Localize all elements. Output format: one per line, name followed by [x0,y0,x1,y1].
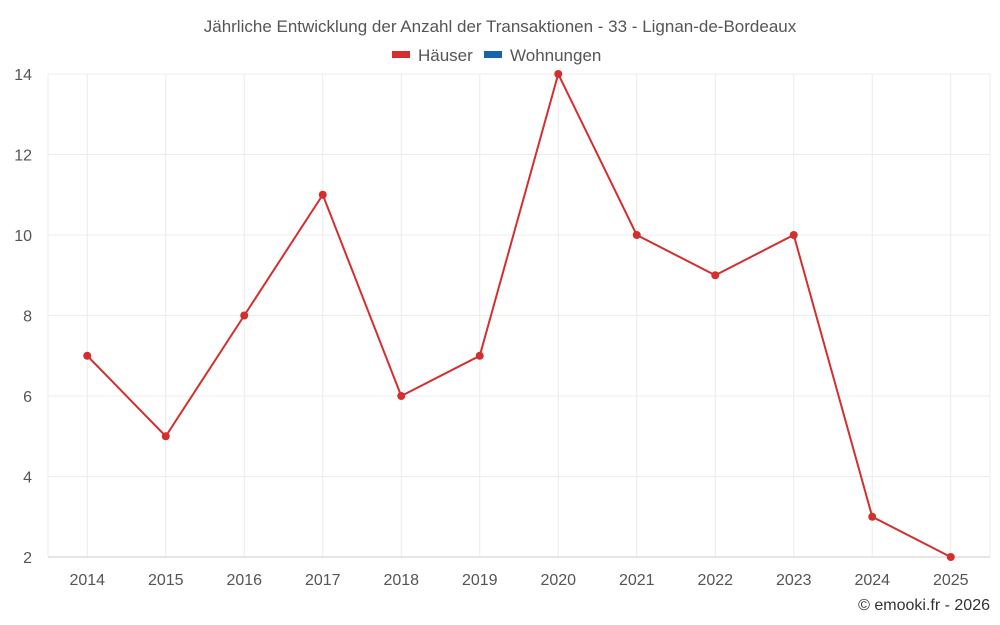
x-tick-label: 2014 [69,572,105,589]
x-tick-label: 2022 [697,572,733,589]
x-axis-ticks: 2014 2015 2016 2017 2018 2019 2020 2021 2022 2023… [69,572,968,589]
y-tick-label: 14 [14,67,32,84]
data-point-2016[interactable] [240,311,249,320]
legend-label-haeuser: Häuser [418,46,473,65]
x-tick-label: 2019 [462,572,498,589]
series-line-0 [86,71,952,558]
y-tick-label: 8 [23,309,32,326]
data-point-2021[interactable] [632,231,641,239]
x-tick-label: 2018 [383,572,419,589]
legend-item-haeuser[interactable]: Häuser [392,46,473,65]
data-point-2019[interactable] [475,351,484,360]
data-point-2023[interactable] [789,231,798,239]
y-tick-label: 6 [23,389,32,406]
data-point-2017[interactable] [318,190,327,199]
data-point-2018[interactable] [397,392,406,400]
data-point-2024[interactable] [868,512,877,521]
data-point-2014[interactable] [83,351,92,360]
legend: Häuser Wohnungen [392,46,601,65]
grid [47,73,991,557]
y-axis-ticks: 2 4 6 8 10 12 14 [14,67,32,567]
x-tick-label: 2017 [305,572,341,589]
chart-title: Jährliche Entwicklung der Anzahl der Tra… [204,17,797,36]
legend-label-wohnungen: Wohnungen [510,46,601,65]
x-tick-label: 2024 [854,572,890,589]
x-tick-label: 2015 [148,572,184,589]
legend-item-wohnungen[interactable]: Wohnungen [484,46,601,65]
data-point-2022[interactable] [711,271,720,280]
x-tick-label: 2016 [226,572,262,589]
data-point-2015[interactable] [161,432,170,441]
data-point-2025[interactable] [946,553,955,561]
y-tick-label: 12 [14,148,32,165]
x-tick-label: 2021 [619,572,655,589]
credit-text: © emooki.fr - 2026 [858,597,990,614]
x-tick-label: 2023 [776,572,812,589]
x-tick-label: 2025 [933,572,969,589]
y-tick-label: 4 [23,470,32,487]
series-haeuser [83,70,955,561]
y-tick-label: 2 [23,550,32,567]
legend-swatch-haeuser [392,51,410,58]
data-point-2020[interactable] [554,70,563,78]
x-tick-label: 2020 [540,572,576,589]
legend-swatch-wohnungen [484,51,502,58]
y-tick-label: 10 [14,228,32,245]
